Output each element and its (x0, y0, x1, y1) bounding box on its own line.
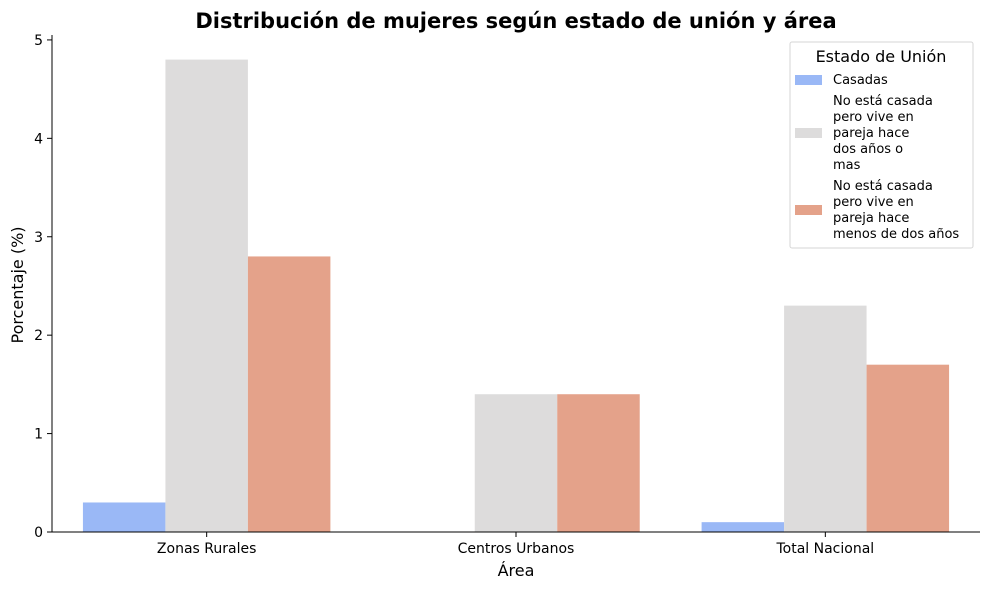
legend-frame (789, 41, 974, 249)
axes-group: 0 1 2 3 4 5 Zonas Rurales Centros Urbanos Total … (34, 33, 980, 557)
y-axis-label: Porcentaje (%) (8, 226, 27, 343)
bar-series-3-centros-urbanos (557, 394, 640, 532)
y-tick-label: 2 (34, 328, 43, 344)
x-tick-label: Total Nacional (775, 541, 874, 557)
legend-label-2: No está casada pero vive en pareja hace dos… (833, 94, 933, 173)
bar-series-2-total-nacional (784, 305, 867, 532)
y-tick-label: 0 (34, 525, 43, 541)
legend-swatch-3 (795, 205, 822, 215)
bar-series-1-zonas-rurales (82, 502, 166, 532)
bars-group (82, 59, 950, 532)
y-tick-label: 4 (34, 131, 43, 147)
x-tick-label: Centros Urbanos (458, 541, 575, 557)
bar-series-1-total-nacional (701, 522, 785, 532)
legend-title: Estado de Unión (816, 47, 947, 66)
y-tick-label: 3 (34, 230, 43, 246)
x-axis-label: Área (498, 561, 535, 580)
legend-swatch-2 (795, 128, 822, 138)
chart-title: Distribución de mujeres según estado de … (195, 9, 836, 33)
legend: Estado de Unión Casadas No está casada per… (789, 41, 974, 249)
bar-series-3-total-nacional (866, 364, 950, 532)
y-tick-label: 1 (34, 427, 43, 443)
bar-series-3-zonas-rurales (247, 256, 331, 532)
legend-label-3: No está casada pero vive en pareja hace men… (833, 179, 959, 242)
bar-series-2-zonas-rurales (165, 59, 248, 532)
x-tick-label: Zonas Rurales (157, 541, 256, 557)
bar-series-2-centros-urbanos (474, 394, 558, 532)
y-tick-label: 5 (34, 33, 43, 49)
legend-label-1: Casadas (833, 73, 888, 88)
legend-swatch-1 (795, 75, 822, 85)
